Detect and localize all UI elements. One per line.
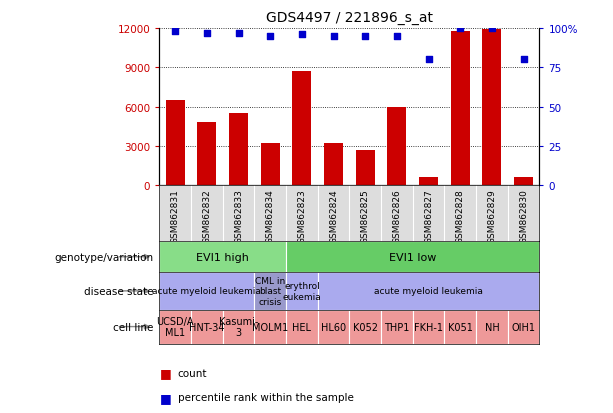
Bar <box>191 310 223 344</box>
Point <box>392 33 402 40</box>
Text: GSM862834: GSM862834 <box>265 189 275 243</box>
Text: EVI1 low: EVI1 low <box>389 252 436 262</box>
Text: GSM862823: GSM862823 <box>297 189 306 243</box>
Text: HNT-34: HNT-34 <box>189 322 224 332</box>
Point <box>487 26 497 32</box>
Bar <box>387 107 406 186</box>
Bar <box>261 144 280 186</box>
Bar <box>292 72 311 186</box>
Bar <box>356 150 375 186</box>
Text: EVI1 high: EVI1 high <box>196 252 249 262</box>
Bar <box>381 310 413 344</box>
Text: GSM862828: GSM862828 <box>455 189 465 243</box>
Bar <box>286 242 539 273</box>
Text: genotype/variation: genotype/variation <box>54 252 153 262</box>
Point <box>329 33 338 40</box>
Bar <box>286 310 318 344</box>
Text: K052: K052 <box>352 322 378 332</box>
Text: UCSD/A
ML1: UCSD/A ML1 <box>156 316 194 337</box>
Text: ■: ■ <box>159 366 171 379</box>
Text: NH: NH <box>484 322 500 332</box>
Bar <box>254 310 286 344</box>
Bar <box>349 310 381 344</box>
Text: disease state: disease state <box>84 286 153 296</box>
Bar <box>223 310 254 344</box>
Bar <box>482 30 501 186</box>
Point <box>424 57 433 64</box>
Text: HEL: HEL <box>292 322 311 332</box>
Bar <box>197 123 216 186</box>
Text: GSM862826: GSM862826 <box>392 189 402 243</box>
Point <box>170 29 180 36</box>
Point <box>297 32 307 38</box>
Text: HL60: HL60 <box>321 322 346 332</box>
Bar <box>229 114 248 186</box>
Bar <box>451 31 470 186</box>
Text: CML in
blast
crisis: CML in blast crisis <box>255 276 286 306</box>
Text: Kasumi-
3: Kasumi- 3 <box>219 316 258 337</box>
Text: GSM862827: GSM862827 <box>424 189 433 243</box>
Point <box>202 30 212 37</box>
Bar <box>286 273 318 310</box>
Text: GSM862831: GSM862831 <box>170 189 180 243</box>
Bar <box>318 310 349 344</box>
Text: GSM862829: GSM862829 <box>487 189 497 243</box>
Bar <box>159 310 191 344</box>
Bar <box>413 310 444 344</box>
Text: FKH-1: FKH-1 <box>414 322 443 332</box>
Bar <box>324 144 343 186</box>
Text: THP1: THP1 <box>384 322 409 332</box>
Text: percentile rank within the sample: percentile rank within the sample <box>178 392 354 403</box>
Point <box>519 57 528 64</box>
Text: erythrol
eukemia: erythrol eukemia <box>283 282 321 301</box>
Point <box>455 26 465 32</box>
Text: MOLM1: MOLM1 <box>252 322 288 332</box>
Text: OIH1: OIH1 <box>512 322 536 332</box>
Point <box>360 33 370 40</box>
Text: GSM862832: GSM862832 <box>202 189 211 243</box>
Bar <box>254 273 286 310</box>
Bar <box>159 273 254 310</box>
Text: acute myeloid leukemia: acute myeloid leukemia <box>153 287 261 296</box>
Text: GSM862824: GSM862824 <box>329 189 338 243</box>
Bar <box>318 273 539 310</box>
Bar <box>514 178 533 186</box>
Point <box>265 33 275 40</box>
Point <box>234 30 243 37</box>
Text: acute myeloid leukemia: acute myeloid leukemia <box>374 287 483 296</box>
Text: count: count <box>178 368 207 378</box>
Text: GSM862830: GSM862830 <box>519 189 528 243</box>
Bar <box>159 242 286 273</box>
Text: GSM862825: GSM862825 <box>360 189 370 243</box>
Title: GDS4497 / 221896_s_at: GDS4497 / 221896_s_at <box>266 11 433 25</box>
Text: cell line: cell line <box>113 322 153 332</box>
Bar <box>508 310 539 344</box>
Bar <box>444 310 476 344</box>
Text: ■: ■ <box>159 391 171 404</box>
Bar <box>166 101 185 186</box>
Bar <box>419 178 438 186</box>
Text: GSM862833: GSM862833 <box>234 189 243 243</box>
Bar <box>476 310 508 344</box>
Text: K051: K051 <box>448 322 473 332</box>
